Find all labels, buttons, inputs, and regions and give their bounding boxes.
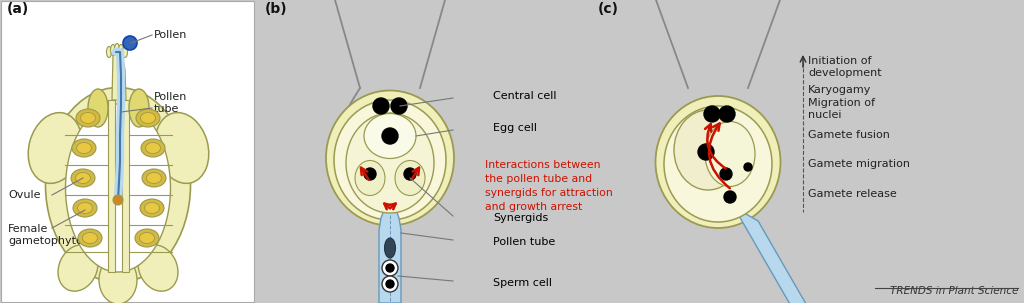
- Ellipse shape: [29, 113, 82, 183]
- Text: Pollen tube: Pollen tube: [493, 237, 555, 247]
- Ellipse shape: [146, 172, 162, 184]
- Ellipse shape: [140, 112, 156, 124]
- Ellipse shape: [156, 113, 209, 183]
- Ellipse shape: [115, 44, 120, 55]
- Ellipse shape: [138, 245, 178, 291]
- Ellipse shape: [139, 232, 155, 244]
- Ellipse shape: [334, 100, 446, 220]
- Text: Initiation of
development: Initiation of development: [808, 56, 882, 78]
- Ellipse shape: [144, 202, 160, 214]
- Ellipse shape: [141, 139, 165, 157]
- Text: Egg cell: Egg cell: [493, 123, 537, 133]
- Text: (c): (c): [598, 2, 618, 16]
- Text: Synergids: Synergids: [493, 213, 548, 223]
- Ellipse shape: [119, 45, 124, 55]
- Ellipse shape: [395, 161, 425, 195]
- Circle shape: [364, 168, 376, 180]
- Ellipse shape: [76, 109, 100, 127]
- Ellipse shape: [142, 169, 166, 187]
- Ellipse shape: [99, 256, 137, 303]
- Text: Female
gametophyte: Female gametophyte: [8, 224, 83, 246]
- Ellipse shape: [111, 45, 116, 55]
- Polygon shape: [379, 210, 401, 303]
- Text: Central cell: Central cell: [493, 91, 556, 101]
- Ellipse shape: [129, 89, 150, 127]
- Text: Karyogamy: Karyogamy: [808, 85, 871, 95]
- Ellipse shape: [78, 229, 102, 247]
- Ellipse shape: [145, 142, 161, 154]
- Ellipse shape: [135, 229, 159, 247]
- Ellipse shape: [76, 172, 90, 184]
- Ellipse shape: [88, 89, 108, 127]
- Text: Pollen: Pollen: [154, 30, 187, 40]
- Ellipse shape: [58, 245, 98, 291]
- Ellipse shape: [355, 161, 385, 195]
- Ellipse shape: [72, 139, 96, 157]
- Ellipse shape: [83, 232, 97, 244]
- Ellipse shape: [73, 199, 97, 217]
- Ellipse shape: [66, 104, 171, 272]
- Circle shape: [382, 260, 398, 276]
- Ellipse shape: [45, 88, 190, 282]
- Text: Sperm cell: Sperm cell: [493, 278, 552, 288]
- Circle shape: [386, 264, 394, 272]
- FancyBboxPatch shape: [1, 1, 254, 302]
- Text: Migration of
nuclei: Migration of nuclei: [808, 98, 874, 120]
- Circle shape: [123, 36, 137, 50]
- Polygon shape: [734, 207, 828, 303]
- Circle shape: [705, 106, 720, 122]
- Text: Pollen
tube: Pollen tube: [154, 92, 187, 114]
- Text: Gamete release: Gamete release: [808, 189, 897, 199]
- Ellipse shape: [77, 142, 91, 154]
- Polygon shape: [122, 100, 129, 272]
- Text: (b): (b): [265, 2, 288, 16]
- Ellipse shape: [674, 110, 742, 190]
- Circle shape: [719, 106, 735, 122]
- Ellipse shape: [664, 106, 772, 222]
- Ellipse shape: [106, 46, 112, 58]
- Ellipse shape: [384, 238, 395, 258]
- Text: Interactions between
the pollen tube and
synergids for attraction
and growth arr: Interactions between the pollen tube and…: [485, 160, 612, 212]
- Polygon shape: [108, 100, 115, 272]
- Ellipse shape: [81, 112, 95, 124]
- Polygon shape: [112, 55, 126, 100]
- Ellipse shape: [346, 113, 434, 213]
- Circle shape: [391, 98, 407, 114]
- Ellipse shape: [123, 46, 128, 58]
- Circle shape: [113, 195, 123, 205]
- Circle shape: [373, 98, 389, 114]
- Ellipse shape: [136, 109, 160, 127]
- Text: Gamete fusion: Gamete fusion: [808, 130, 890, 140]
- Circle shape: [698, 144, 714, 160]
- Circle shape: [724, 191, 736, 203]
- Circle shape: [404, 168, 416, 180]
- Circle shape: [382, 128, 398, 144]
- Text: (a): (a): [7, 2, 30, 16]
- Text: TRENDS in Plant Science: TRENDS in Plant Science: [890, 286, 1018, 296]
- Ellipse shape: [140, 199, 164, 217]
- Ellipse shape: [71, 169, 95, 187]
- Ellipse shape: [78, 202, 92, 214]
- Ellipse shape: [364, 114, 416, 158]
- Circle shape: [382, 276, 398, 292]
- Text: Gamete migration: Gamete migration: [808, 159, 910, 169]
- Text: Ovule: Ovule: [8, 190, 41, 200]
- Circle shape: [386, 280, 394, 288]
- Ellipse shape: [655, 96, 780, 228]
- Circle shape: [720, 168, 732, 180]
- Ellipse shape: [326, 91, 454, 225]
- Circle shape: [744, 163, 752, 171]
- Ellipse shape: [705, 122, 755, 187]
